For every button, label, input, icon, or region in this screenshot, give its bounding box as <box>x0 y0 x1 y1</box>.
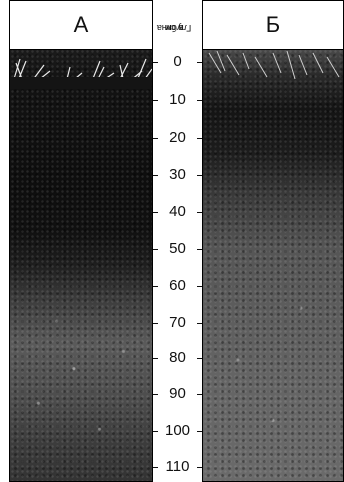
depth-scale: Глубина в см 0 10 20 30 40 50 60 70 80 90… <box>153 0 202 482</box>
depth-scale-title: Глубина в см <box>156 23 192 33</box>
profile-a-label: А <box>10 1 152 50</box>
profile-b-label: Б <box>203 1 343 50</box>
soil-photo-a <box>10 49 152 481</box>
soil-profile-a: А <box>9 0 153 482</box>
soil-profile-b: Б <box>202 0 344 482</box>
grass-a <box>10 58 152 89</box>
grass-b <box>208 50 340 80</box>
soil-photo-b <box>203 49 343 481</box>
